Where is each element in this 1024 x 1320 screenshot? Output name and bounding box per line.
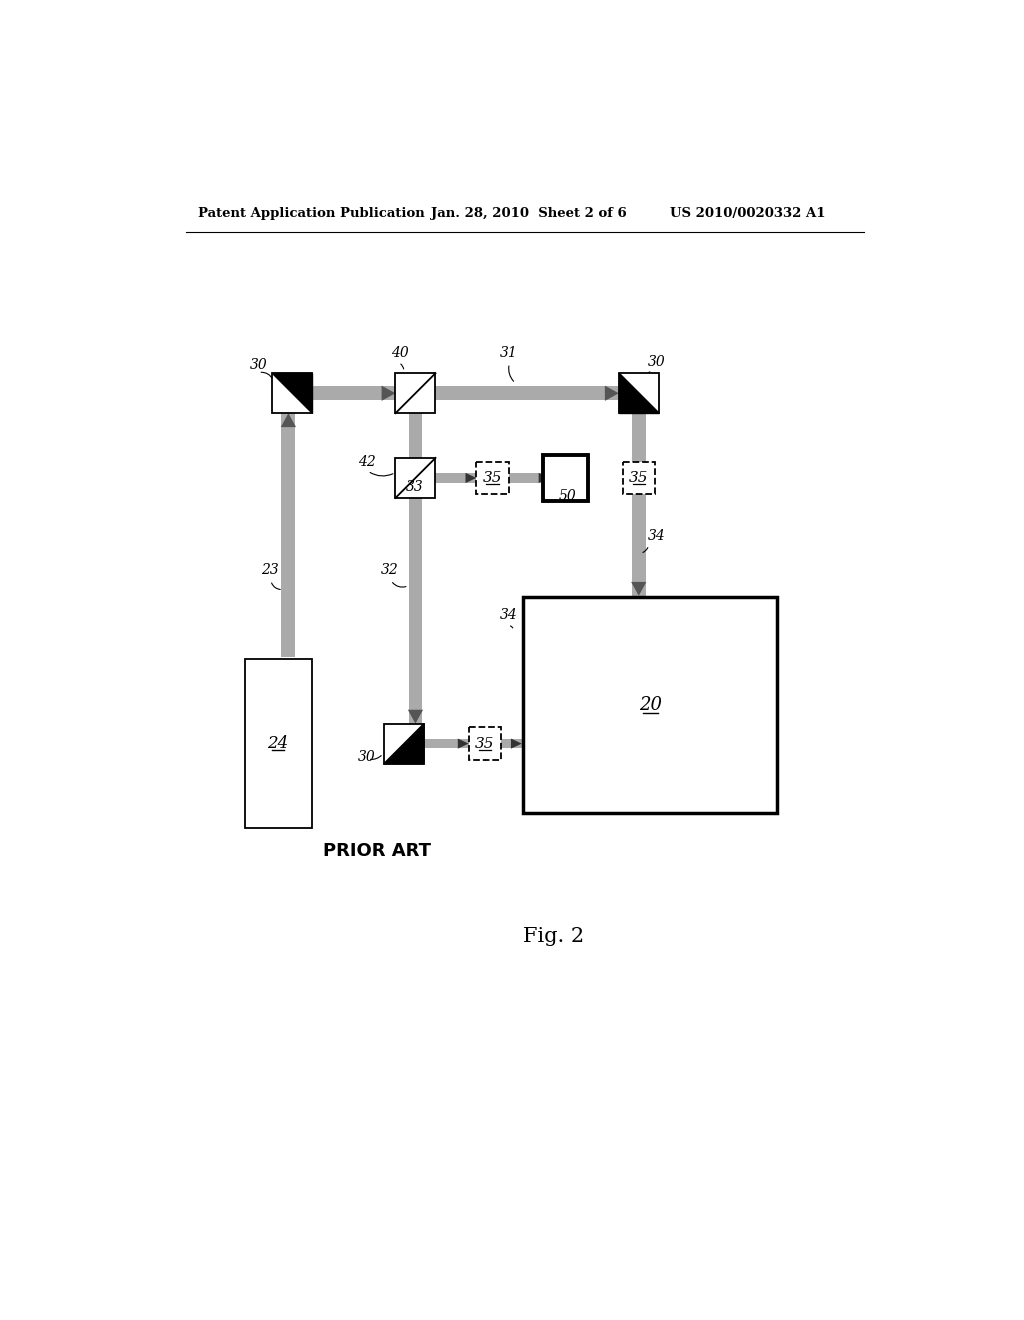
Text: Patent Application Publication: Patent Application Publication <box>199 207 425 220</box>
Bar <box>469 727 501 760</box>
Text: 35: 35 <box>482 471 502 484</box>
Text: 20: 20 <box>639 696 662 714</box>
Polygon shape <box>458 738 469 748</box>
Bar <box>282 413 295 657</box>
Text: 30: 30 <box>648 355 666 370</box>
Bar <box>395 458 435 498</box>
Text: 33: 33 <box>407 480 424 494</box>
Bar <box>509 474 550 483</box>
Bar <box>272 374 312 413</box>
Bar <box>409 413 422 458</box>
Polygon shape <box>605 385 618 401</box>
Text: 42: 42 <box>357 455 376 470</box>
Bar <box>632 413 646 462</box>
Text: Fig. 2: Fig. 2 <box>523 927 585 945</box>
Polygon shape <box>408 710 423 723</box>
Bar <box>312 387 395 400</box>
Text: 35: 35 <box>475 737 495 751</box>
Text: 30: 30 <box>357 750 376 763</box>
Polygon shape <box>466 473 476 483</box>
Text: 32: 32 <box>381 564 398 577</box>
Text: 31: 31 <box>500 346 518 360</box>
Text: 50: 50 <box>559 488 577 503</box>
Bar <box>384 723 424 763</box>
Bar <box>435 387 618 400</box>
Text: 24: 24 <box>267 735 289 752</box>
Text: 34: 34 <box>648 528 666 543</box>
Polygon shape <box>618 374 658 413</box>
Bar <box>632 494 646 595</box>
Bar <box>395 374 435 413</box>
Text: US 2010/0020332 A1: US 2010/0020332 A1 <box>670 207 825 220</box>
Text: 34: 34 <box>500 607 518 622</box>
Bar <box>623 462 655 494</box>
Bar <box>476 462 509 494</box>
Text: PRIOR ART: PRIOR ART <box>323 842 431 861</box>
Text: Jan. 28, 2010  Sheet 2 of 6: Jan. 28, 2010 Sheet 2 of 6 <box>431 207 627 220</box>
Polygon shape <box>511 738 521 748</box>
Bar <box>523 597 777 813</box>
Text: 23: 23 <box>261 564 280 577</box>
Text: 35: 35 <box>629 471 648 484</box>
Polygon shape <box>539 473 550 483</box>
Bar <box>618 374 658 413</box>
Bar <box>501 739 521 748</box>
Bar <box>409 498 422 723</box>
Bar <box>245 659 311 829</box>
Bar <box>543 455 588 500</box>
Polygon shape <box>272 374 312 413</box>
Text: 30: 30 <box>250 358 267 372</box>
Bar <box>424 739 469 748</box>
Polygon shape <box>384 723 424 763</box>
Polygon shape <box>631 582 646 595</box>
Bar <box>435 474 476 483</box>
Polygon shape <box>281 413 296 428</box>
Polygon shape <box>382 385 395 401</box>
Text: 40: 40 <box>391 346 409 360</box>
